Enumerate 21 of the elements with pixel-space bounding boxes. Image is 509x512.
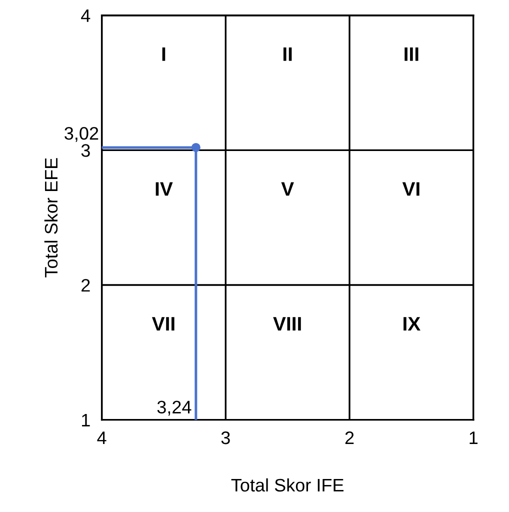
annotation: IX (404, 317, 420, 330)
x-tick-label: 2 (345, 431, 354, 444)
y-tick-label: 2 (82, 278, 90, 292)
y-tick-label: 4 (81, 9, 90, 22)
text: 3,02 (64, 126, 98, 142)
x-tick-label: 4 (97, 432, 106, 444)
annotation: V (281, 182, 294, 196)
annotation: VIII (273, 317, 301, 330)
annotation: 3,24 (157, 400, 192, 416)
y-axis-title: Total Skor EFE (44, 158, 58, 278)
y-tick-label: 3 (81, 144, 90, 157)
x-tick-label: 3 (221, 431, 230, 444)
annotation: II (283, 47, 292, 61)
annotation: IV (156, 182, 173, 196)
annotation: I (162, 47, 166, 61)
y-tick-label: 1 (82, 414, 90, 426)
x-tick-label: 1 (470, 432, 478, 444)
annotation: VII (152, 317, 174, 330)
annotation: III (404, 47, 418, 61)
annotation: VI (402, 182, 420, 196)
x-axis-title: Total Skor IFE (231, 478, 344, 492)
